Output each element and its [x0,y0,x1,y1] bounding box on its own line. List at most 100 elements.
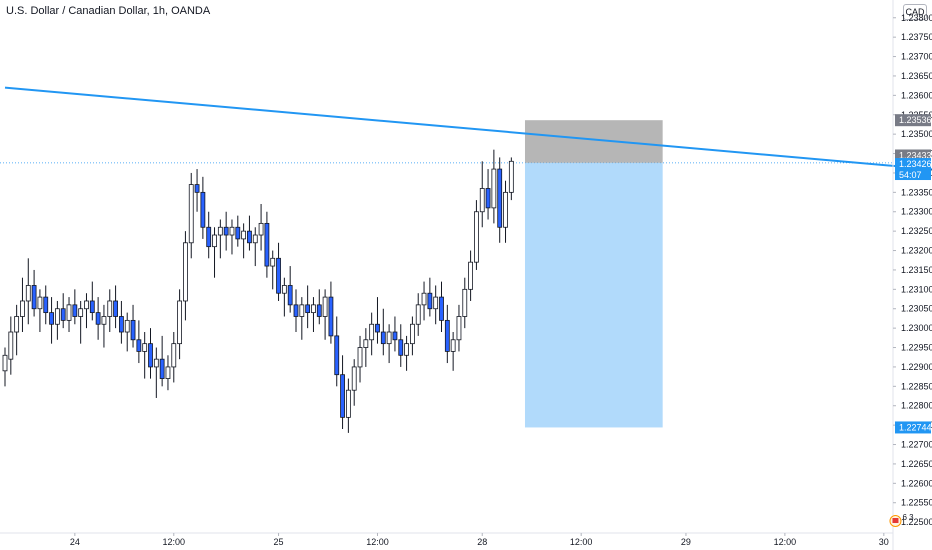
candle [439,281,444,333]
candle [334,316,340,387]
x-tick-label: 24 [70,537,80,547]
x-tick-label: 25 [274,537,284,547]
candle-body [357,347,363,368]
candle-body [54,308,60,325]
candle-body [439,296,444,321]
candle-body [386,331,392,345]
candle [2,347,8,387]
candle [31,269,37,317]
candle [409,316,415,356]
y-tick-label: 1.23000 [901,323,932,333]
candle-body [2,354,8,372]
candle [474,200,479,270]
current-price-tag-text: 1.23426 [899,159,932,169]
candle [386,324,392,364]
x-tick-label: 12:00 [570,537,593,547]
candle [351,359,357,406]
y-tick-label: 1.23050 [901,304,932,314]
candle [369,312,375,356]
candle [177,289,183,360]
stop-price-tag [895,114,931,127]
candle [229,219,235,255]
candle-body [468,261,474,290]
candle-body [264,222,270,267]
candle [264,211,270,278]
candle-body [148,343,153,368]
candle [479,161,485,228]
candle-body [380,331,386,345]
candle-body [456,316,462,341]
candle [165,355,171,391]
take-profit-zone[interactable] [524,162,663,428]
candle [433,285,439,325]
candle [113,285,118,329]
candle [276,242,281,301]
candle [421,281,427,321]
y-tick-label: 1.23650 [901,71,932,81]
candle-body [200,191,206,228]
candle-body [229,226,235,236]
candle [89,281,95,321]
candle [485,169,491,220]
y-tick-label: 1.23600 [901,90,932,100]
candle-body [508,160,514,193]
trendline[interactable] [4,86,932,220]
x-tick-label: 12:00 [774,537,797,547]
candle-body [316,304,322,317]
candle [357,335,363,383]
candle-body [20,300,25,317]
stop-price-tag-text: 1.23536 [899,115,932,125]
candle [200,176,206,239]
candle-body [421,292,427,306]
economic-event[interactable]: 6 3 [889,513,914,527]
candle [497,157,503,243]
candle [345,378,351,433]
countdown-text: 54:07 [899,170,922,180]
candle [235,215,241,247]
y-tick-label: 1.23100 [901,284,932,294]
candle-body [142,343,148,352]
target-price-tag [895,421,931,434]
candle-body [409,323,415,345]
y-tick-label: 1.22600 [901,478,932,488]
candle-body [258,222,264,236]
candle-body [415,304,421,325]
candle [415,293,421,336]
candle [153,347,159,398]
candle [159,335,165,387]
candle [124,312,130,352]
candle-body [503,191,508,228]
stop-loss-zone[interactable] [524,120,663,163]
y-tick-label: 1.22850 [901,381,932,391]
x-tick-label: 28 [477,537,487,547]
flag-icon-stripe [892,518,899,523]
candle-body [101,316,107,325]
candle [328,281,334,344]
candle-body [252,234,258,244]
candle [508,157,514,201]
candle [72,289,78,325]
candle-body [241,230,247,240]
event-count: 6 3 [902,513,914,522]
candle-body [485,188,491,209]
candle [194,169,200,212]
candle-body [31,285,37,310]
candle-body [95,312,101,325]
candle-body [206,226,212,248]
candle-body [305,304,311,314]
candle [340,355,345,430]
candle [241,223,247,259]
candle-body [113,300,118,317]
currency-button[interactable]: CAD [903,4,927,20]
candle [148,328,153,379]
y-tick-label: 1.23800 [901,13,932,23]
y-tick-label: 1.23500 [901,129,932,139]
candle-body [479,188,485,213]
x-tick-label: 12:00 [163,537,186,547]
candle [142,332,148,379]
candle-body [25,285,31,302]
candle-body [43,296,49,314]
candle [49,297,54,344]
candle [78,300,84,344]
